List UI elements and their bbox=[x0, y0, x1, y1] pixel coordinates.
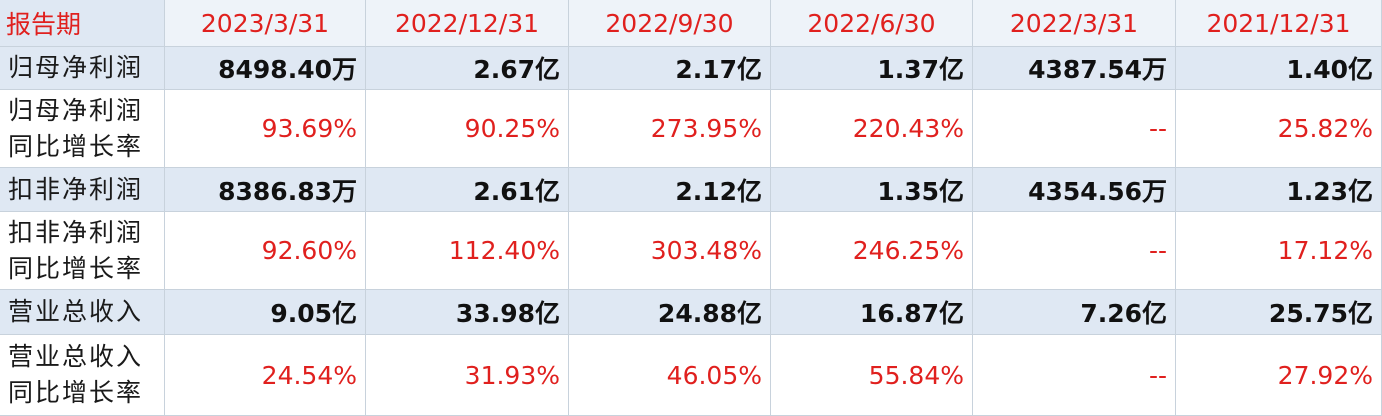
value-cell: 25.75亿 bbox=[1176, 290, 1382, 335]
row-label-line: 归母净利润 bbox=[8, 95, 144, 125]
value-cell: 7.26亿 bbox=[973, 290, 1176, 335]
value-cell: 90.25% bbox=[366, 90, 569, 168]
row-label-line: 归母净利润 bbox=[8, 53, 144, 82]
header-date: 2022/6/30 bbox=[771, 0, 973, 47]
header-date: 2022/12/31 bbox=[366, 0, 569, 47]
value-cell: 220.43% bbox=[771, 90, 973, 168]
value-cell: 27.92% bbox=[1176, 335, 1382, 416]
value-cell: 273.95% bbox=[569, 90, 771, 168]
value-cell: 16.87亿 bbox=[771, 290, 973, 335]
value-cell: 303.48% bbox=[569, 212, 771, 290]
row-label-line: 扣非净利润 bbox=[8, 217, 144, 247]
value-cell: 9.05亿 bbox=[165, 290, 366, 335]
header-date: 2021/12/31 bbox=[1176, 0, 1382, 47]
value-cell: 2.61亿 bbox=[366, 168, 569, 212]
value-cell: -- bbox=[973, 212, 1176, 290]
value-cell: 92.60% bbox=[165, 212, 366, 290]
row-label: 扣非净利润同比增长率 bbox=[0, 212, 165, 290]
value-cell: 55.84% bbox=[771, 335, 973, 416]
value-cell: 1.40亿 bbox=[1176, 47, 1382, 90]
header-date: 2022/9/30 bbox=[569, 0, 771, 47]
value-cell: 24.88亿 bbox=[569, 290, 771, 335]
value-cell: 246.25% bbox=[771, 212, 973, 290]
header-date: 2023/3/31 bbox=[165, 0, 366, 47]
value-cell: 4354.56万 bbox=[973, 168, 1176, 212]
value-cell: -- bbox=[973, 335, 1176, 416]
value-cell: -- bbox=[973, 90, 1176, 168]
row-label-line: 同比增长率 bbox=[8, 253, 144, 283]
value-cell: 8498.40万 bbox=[165, 47, 366, 90]
row-label: 归母净利润 bbox=[0, 47, 165, 90]
row-label-line: 同比增长率 bbox=[8, 131, 144, 161]
value-cell: 2.17亿 bbox=[569, 47, 771, 90]
header-date: 2022/3/31 bbox=[973, 0, 1176, 47]
value-cell: 1.23亿 bbox=[1176, 168, 1382, 212]
value-cell: 4387.54万 bbox=[973, 47, 1176, 90]
row-label: 营业总收入 bbox=[0, 290, 165, 335]
value-cell: 8386.83万 bbox=[165, 168, 366, 212]
value-cell: 112.40% bbox=[366, 212, 569, 290]
row-label-line: 营业总收入 bbox=[8, 342, 144, 371]
value-cell: 2.67亿 bbox=[366, 47, 569, 90]
value-cell: 33.98亿 bbox=[366, 290, 569, 335]
value-cell: 2.12亿 bbox=[569, 168, 771, 212]
header-label: 报告期 bbox=[0, 0, 165, 47]
value-cell: 25.82% bbox=[1176, 90, 1382, 168]
value-cell: 93.69% bbox=[165, 90, 366, 168]
value-cell: 24.54% bbox=[165, 335, 366, 416]
row-label-line: 扣非净利润 bbox=[8, 174, 144, 204]
value-cell: 1.35亿 bbox=[771, 168, 973, 212]
row-label: 营业总收入同比增长率 bbox=[0, 335, 165, 416]
row-label-line: 同比增长率 bbox=[8, 378, 144, 407]
row-label-line: 营业总收入 bbox=[8, 297, 144, 326]
value-cell: 46.05% bbox=[569, 335, 771, 416]
value-cell: 17.12% bbox=[1176, 212, 1382, 290]
value-cell: 31.93% bbox=[366, 335, 569, 416]
row-label: 归母净利润同比增长率 bbox=[0, 90, 165, 168]
value-cell: 1.37亿 bbox=[771, 47, 973, 90]
row-label: 扣非净利润 bbox=[0, 168, 165, 212]
